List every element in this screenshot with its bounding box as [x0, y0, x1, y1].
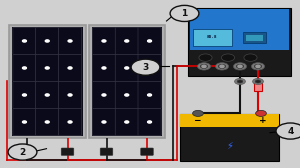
- Circle shape: [233, 63, 247, 70]
- FancyBboxPatch shape: [138, 27, 161, 55]
- Circle shape: [125, 121, 129, 123]
- Circle shape: [45, 40, 49, 42]
- Circle shape: [45, 94, 49, 96]
- FancyBboxPatch shape: [115, 108, 138, 136]
- FancyBboxPatch shape: [193, 29, 232, 46]
- FancyBboxPatch shape: [92, 27, 116, 55]
- Text: 88.8: 88.8: [207, 35, 217, 39]
- FancyBboxPatch shape: [58, 54, 82, 82]
- Circle shape: [221, 54, 235, 61]
- Text: −: −: [193, 116, 200, 125]
- FancyBboxPatch shape: [115, 54, 138, 82]
- Circle shape: [148, 94, 152, 96]
- FancyBboxPatch shape: [61, 148, 74, 155]
- Circle shape: [68, 94, 72, 96]
- Circle shape: [102, 40, 106, 42]
- FancyBboxPatch shape: [36, 54, 59, 82]
- FancyBboxPatch shape: [21, 148, 33, 155]
- Circle shape: [256, 110, 266, 116]
- FancyBboxPatch shape: [92, 81, 116, 109]
- Circle shape: [276, 123, 300, 139]
- FancyBboxPatch shape: [115, 27, 138, 55]
- Circle shape: [253, 78, 263, 85]
- FancyBboxPatch shape: [13, 27, 36, 55]
- FancyBboxPatch shape: [88, 25, 165, 138]
- FancyBboxPatch shape: [138, 108, 161, 136]
- FancyBboxPatch shape: [92, 108, 116, 136]
- Circle shape: [148, 40, 152, 42]
- Circle shape: [22, 67, 26, 69]
- Circle shape: [215, 63, 229, 70]
- Text: 1: 1: [182, 9, 188, 18]
- Circle shape: [148, 121, 152, 123]
- FancyBboxPatch shape: [138, 54, 161, 82]
- Circle shape: [202, 65, 206, 68]
- FancyBboxPatch shape: [58, 81, 82, 109]
- FancyBboxPatch shape: [138, 81, 161, 109]
- FancyBboxPatch shape: [246, 35, 262, 41]
- Circle shape: [125, 40, 129, 42]
- Circle shape: [220, 65, 224, 68]
- Circle shape: [148, 67, 152, 69]
- Circle shape: [235, 78, 245, 85]
- Text: 4: 4: [287, 127, 294, 136]
- Text: ⚡: ⚡: [226, 141, 233, 151]
- FancyBboxPatch shape: [92, 54, 116, 82]
- FancyBboxPatch shape: [92, 27, 162, 136]
- Circle shape: [199, 54, 212, 61]
- FancyBboxPatch shape: [243, 32, 266, 43]
- Circle shape: [125, 67, 129, 69]
- Circle shape: [238, 65, 242, 68]
- FancyBboxPatch shape: [188, 8, 291, 76]
- Circle shape: [22, 40, 26, 42]
- FancyBboxPatch shape: [58, 27, 82, 55]
- FancyBboxPatch shape: [100, 148, 113, 155]
- Circle shape: [45, 67, 49, 69]
- Circle shape: [193, 110, 203, 116]
- Text: 3: 3: [142, 63, 148, 72]
- Circle shape: [102, 121, 106, 123]
- Circle shape: [244, 54, 257, 61]
- Circle shape: [254, 64, 262, 68]
- Circle shape: [22, 121, 26, 123]
- Circle shape: [131, 59, 160, 75]
- Circle shape: [197, 63, 211, 70]
- Circle shape: [256, 65, 260, 68]
- Circle shape: [255, 80, 261, 83]
- Circle shape: [125, 94, 129, 96]
- Text: 2: 2: [20, 148, 26, 157]
- Circle shape: [200, 64, 208, 68]
- FancyBboxPatch shape: [36, 108, 59, 136]
- FancyBboxPatch shape: [36, 81, 59, 109]
- Circle shape: [102, 94, 106, 96]
- FancyBboxPatch shape: [58, 108, 82, 136]
- FancyBboxPatch shape: [13, 108, 36, 136]
- Circle shape: [218, 64, 226, 68]
- Circle shape: [22, 94, 26, 96]
- FancyBboxPatch shape: [180, 114, 279, 127]
- FancyBboxPatch shape: [12, 27, 82, 136]
- FancyBboxPatch shape: [13, 54, 36, 82]
- FancyBboxPatch shape: [190, 9, 289, 50]
- Circle shape: [68, 40, 72, 42]
- FancyBboxPatch shape: [180, 114, 279, 161]
- FancyBboxPatch shape: [36, 27, 59, 55]
- Circle shape: [68, 67, 72, 69]
- FancyBboxPatch shape: [115, 81, 138, 109]
- Circle shape: [102, 67, 106, 69]
- Text: +: +: [259, 116, 266, 125]
- Circle shape: [8, 144, 37, 160]
- FancyBboxPatch shape: [13, 81, 36, 109]
- Circle shape: [68, 121, 72, 123]
- FancyBboxPatch shape: [254, 83, 262, 91]
- Circle shape: [237, 80, 243, 83]
- Circle shape: [236, 64, 244, 68]
- Circle shape: [170, 5, 199, 22]
- FancyBboxPatch shape: [9, 25, 86, 138]
- Circle shape: [45, 121, 49, 123]
- FancyBboxPatch shape: [141, 148, 153, 155]
- Circle shape: [251, 63, 265, 70]
